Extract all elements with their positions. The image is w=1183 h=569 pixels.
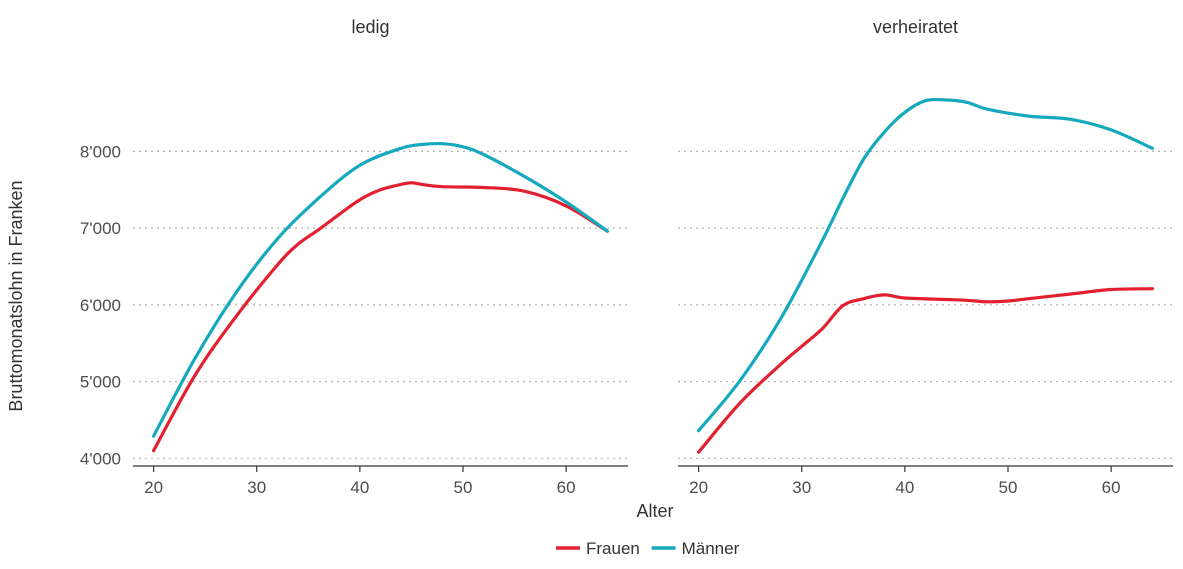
y-tick-label: 7'000 bbox=[80, 219, 121, 238]
x-tick-label: 60 bbox=[557, 478, 576, 497]
y-tick-label: 5'000 bbox=[80, 373, 121, 392]
x-tick-label: 30 bbox=[247, 478, 266, 497]
facet-panel-right: verheiratet 20 30 40 50 60 bbox=[678, 17, 1173, 497]
x-axis-title: Alter bbox=[636, 501, 673, 521]
facet-title: verheiratet bbox=[873, 17, 958, 37]
x-tick-label: 50 bbox=[454, 478, 473, 497]
y-tick-label: 8'000 bbox=[80, 142, 121, 161]
legend-label-frauen: Frauen bbox=[586, 539, 640, 558]
series-line-maenner bbox=[697, 97, 1154, 433]
x-tick-label: 20 bbox=[689, 478, 708, 497]
facet-panel-left: ledig 20 30 40 50 60 4'000 5'000 6'000 7'000 8'000 bbox=[80, 17, 628, 497]
y-tick-label: 6'000 bbox=[80, 296, 121, 315]
series-line-frauen bbox=[697, 287, 1154, 454]
legend-label-maenner: Männer bbox=[682, 539, 740, 558]
x-tick-label: 40 bbox=[895, 478, 914, 497]
facet-title: ledig bbox=[351, 17, 389, 37]
y-tick-label: 4'000 bbox=[80, 449, 121, 468]
series-line-maenner bbox=[152, 141, 609, 438]
series-line-frauen bbox=[152, 181, 609, 453]
x-tick-label: 50 bbox=[999, 478, 1018, 497]
y-axis-title: Bruttomonatslohn in Franken bbox=[6, 180, 26, 411]
facet-panels: ledig 20 30 40 50 60 4'000 5'000 6'000 7'000 8'000… bbox=[80, 17, 1173, 497]
x-tick-label: 30 bbox=[792, 478, 811, 497]
x-tick-label: 60 bbox=[1102, 478, 1121, 497]
legend: Frauen Männer bbox=[556, 539, 740, 558]
x-tick-label: 40 bbox=[350, 478, 369, 497]
x-tick-label: 20 bbox=[144, 478, 163, 497]
